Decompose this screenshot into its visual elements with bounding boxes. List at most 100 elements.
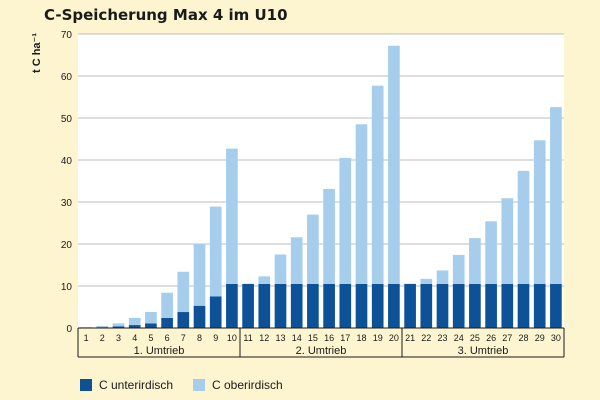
bar-c-unterirdisch	[469, 283, 481, 328]
bars	[80, 45, 562, 328]
bar-c-unterirdisch	[193, 305, 206, 328]
bar-c-unterirdisch	[420, 283, 433, 328]
x-tick-label: 2	[100, 333, 105, 343]
x-tick-label: 15	[308, 333, 318, 343]
bar-c-oberirdisch	[388, 45, 400, 284]
x-tick-label: 30	[551, 333, 561, 343]
bar-c-oberirdisch	[517, 170, 530, 284]
bar-c-unterirdisch	[145, 323, 157, 328]
y-tick-label: 60	[61, 72, 73, 83]
x-tick-label: 17	[340, 333, 350, 343]
x-tick-label: 3	[116, 333, 121, 343]
bar-c-oberirdisch	[161, 292, 173, 318]
x-tick-label: 26	[486, 333, 496, 343]
x-tick-label: 10	[227, 333, 237, 343]
bar-c-unterirdisch	[258, 283, 271, 328]
legend-swatch-c-unterirdisch	[80, 379, 92, 391]
bar-c-unterirdisch	[209, 296, 222, 328]
bar-c-unterirdisch	[371, 283, 384, 328]
bar-c-unterirdisch	[533, 283, 546, 328]
bar-c-unterirdisch	[307, 283, 319, 328]
bar-c-unterirdisch	[323, 283, 335, 328]
x-tick-label: 21	[405, 333, 415, 343]
bar-c-unterirdisch	[501, 283, 514, 328]
bar-c-oberirdisch	[96, 325, 109, 328]
bar-c-oberirdisch	[274, 254, 287, 284]
bar-c-unterirdisch	[339, 283, 352, 328]
x-tick-label: 24	[454, 333, 464, 343]
bar-c-oberirdisch	[469, 238, 481, 284]
legend-label-c-unterirdisch: C unterirdisch	[99, 378, 174, 392]
x-tick-label: 7	[181, 333, 186, 343]
bar-c-oberirdisch	[290, 237, 303, 284]
bar-c-unterirdisch	[177, 312, 190, 328]
x-tick-label: 18	[356, 333, 366, 343]
grid-lines	[78, 33, 564, 329]
y-tick-label: 50	[61, 114, 73, 125]
x-tick-label: 20	[389, 333, 399, 343]
bar-c-oberirdisch	[371, 85, 384, 284]
legend-item-c-oberirdisch: C oberirdisch	[193, 378, 283, 392]
x-tick-label: 23	[437, 333, 447, 343]
x-tick-label: 11	[243, 333, 252, 343]
bar-c-unterirdisch	[274, 283, 287, 328]
bar-c-oberirdisch	[226, 148, 238, 284]
legend-label-c-oberirdisch: C oberirdisch	[212, 378, 283, 392]
x-tick-label: 6	[165, 333, 170, 343]
bar-c-unterirdisch	[226, 283, 238, 328]
x-tick-label: 9	[213, 333, 218, 343]
bar-c-unterirdisch	[550, 283, 562, 328]
x-tick-label: 5	[148, 333, 153, 343]
bar-c-unterirdisch	[290, 283, 303, 328]
bar-c-oberirdisch	[550, 107, 562, 284]
legend-item-c-unterirdisch: C unterirdisch	[80, 378, 173, 392]
y-tick-label: 20	[61, 240, 73, 251]
x-tick-label: 1	[84, 333, 89, 343]
plot-area	[78, 34, 564, 328]
bar-c-oberirdisch	[355, 124, 368, 284]
bar-c-unterirdisch	[404, 283, 416, 328]
bar-c-oberirdisch	[339, 157, 352, 284]
x-tick-label: 12	[259, 333, 269, 343]
y-tick-labels: 0 10 20 30 40 50 60 70	[61, 30, 73, 335]
bar-c-oberirdisch	[485, 221, 497, 284]
group-label: 3. Umtrieb	[458, 345, 509, 357]
bar-c-unterirdisch	[436, 283, 449, 328]
bar-c-oberirdisch	[307, 214, 319, 284]
x-tick-label: 19	[373, 333, 383, 343]
x-tick-label: 29	[535, 333, 545, 343]
bar-c-oberirdisch	[258, 276, 271, 284]
x-tick-label: 25	[470, 333, 480, 343]
x-tick-label: 8	[197, 333, 202, 343]
x-tick-label: 14	[292, 333, 302, 343]
y-tick-label: 40	[61, 156, 73, 167]
legend-swatch-c-oberirdisch	[193, 379, 205, 391]
bar-c-unterirdisch	[388, 283, 400, 328]
x-tick-label: 28	[518, 333, 528, 343]
x-tick-label: 27	[502, 333, 512, 343]
y-tick-label: 70	[61, 30, 73, 41]
x-tick-label: 4	[132, 333, 137, 343]
x-tick-label: 22	[421, 333, 431, 343]
bar-c-oberirdisch	[209, 206, 222, 297]
y-axis-label: t C ha⁻¹	[31, 33, 43, 73]
bar-c-oberirdisch	[436, 270, 449, 284]
bar-c-unterirdisch	[485, 283, 497, 328]
bar-c-unterirdisch	[355, 283, 368, 328]
bar-c-oberirdisch	[452, 254, 465, 284]
bar-c-oberirdisch	[112, 323, 125, 327]
bar-c-unterirdisch	[452, 283, 465, 328]
bar-c-unterirdisch	[112, 326, 125, 328]
y-tick-label: 30	[61, 198, 73, 209]
x-tick-label: 13	[275, 333, 285, 343]
bar-c-oberirdisch	[128, 317, 141, 326]
x-tick-labels: 1 2 3 4 5 6 7 8 9 10 11 12 13 14 15 16 17 18 19 20 21 22 23 24 2…	[84, 333, 561, 343]
chart-title: C-Speicherung Max 4 im U10	[44, 6, 288, 24]
y-tick-label: 10	[61, 282, 73, 293]
x-tick-label: 16	[324, 333, 334, 343]
bar-c-unterirdisch	[242, 283, 254, 328]
period-groups: 1. Umtrieb 2. Umtrieb 3. Umtrieb	[77, 328, 565, 358]
bar-c-oberirdisch	[323, 188, 335, 284]
